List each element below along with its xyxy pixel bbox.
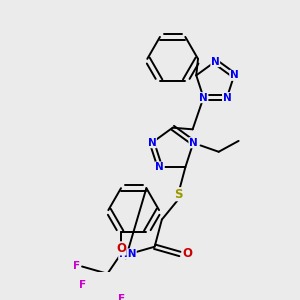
Text: HN: HN [119,249,136,259]
Text: N: N [155,162,164,172]
Text: F: F [79,280,86,290]
Text: N: N [223,93,231,103]
Text: F: F [73,262,80,272]
Text: N: N [211,57,220,67]
Text: O: O [182,248,192,260]
Text: N: N [199,93,208,103]
Text: N: N [189,138,198,148]
Text: O: O [116,242,126,255]
Text: S: S [174,188,182,201]
Text: F: F [118,294,125,300]
Text: N: N [148,138,156,148]
Text: N: N [230,70,239,80]
